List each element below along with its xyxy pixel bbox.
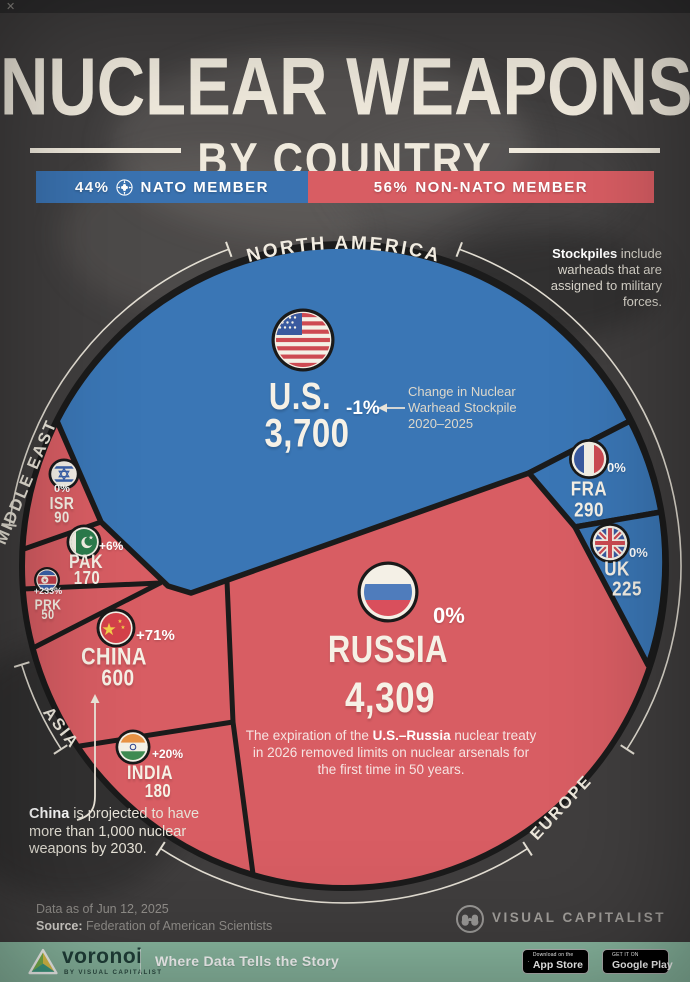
- subtitle-rule-right: [508, 147, 661, 153]
- svg-text:★: ★: [121, 625, 126, 631]
- nato-share-pct: 44%: [74, 178, 110, 196]
- uk-change-pct: 0%: [629, 545, 648, 560]
- uk-flag-icon: [590, 523, 630, 563]
- app-store-badge[interactable]: Download on the App Store: [522, 949, 589, 974]
- india-flag-icon: [115, 729, 151, 765]
- chart-circle-outline: [19, 241, 669, 891]
- france-stockpile-value: 290: [574, 498, 604, 522]
- legend-nato-member: 44% NATO MEMBER: [36, 171, 308, 203]
- us-label: U.S.: [268, 375, 332, 418]
- subtitle-rule-left: [30, 147, 182, 153]
- france-flag-icon: [569, 439, 609, 479]
- app-store-name: App Store: [532, 958, 583, 971]
- france-change-pct: 0%: [607, 460, 626, 475]
- china-stockpile-value: 600: [101, 666, 135, 692]
- us-flag-icon: [271, 308, 335, 372]
- apple-icon: [528, 961, 529, 962]
- russia-label: RUSSIA: [327, 628, 449, 671]
- voronoi-logo-icon: [28, 948, 58, 975]
- treaty-note-bold: U.S.–Russia: [372, 728, 451, 743]
- israel-stockpile-value: 90: [54, 508, 70, 527]
- us-change-pct: -1%: [346, 398, 380, 419]
- non-nato-share-pct: 56%: [373, 178, 409, 196]
- north-korea-label: PRK: [34, 596, 62, 614]
- source-line: Source: Federation of American Scientist…: [36, 919, 273, 933]
- google-play-pre: GET IT ON: [612, 952, 639, 958]
- uk-label: UK: [604, 557, 630, 581]
- data-as-of: Data as of Jun 12, 2025: [36, 902, 169, 916]
- region-boundaries: [22, 519, 256, 877]
- stockpiles-note: Stockpiles include warheads that are ass…: [550, 246, 662, 309]
- china-projection-bold: China: [29, 806, 70, 822]
- france-label: FRA: [570, 477, 608, 501]
- china-note-arrow-icon: [76, 694, 100, 821]
- israel-flag-icon: [48, 458, 80, 490]
- us-stockpile-value: 3,700: [264, 410, 350, 456]
- bottom-brand-bar: voronoi BY VISUAL CAPITALIST Where Data …: [0, 942, 690, 982]
- change-definition-note: Change in Nuclear Warhead Stockpile 2020…: [408, 384, 517, 431]
- non-nato-label: NON-NATO MEMBER: [415, 178, 589, 196]
- google-play-badge[interactable]: GET IT ON Google Play: [602, 949, 673, 974]
- north-korea-flag-icon: ★: [34, 567, 60, 593]
- google-play-name: Google Play: [612, 958, 673, 971]
- nato-label: NATO MEMBER: [140, 178, 269, 196]
- india-stockpile-value: 180: [144, 781, 172, 802]
- svg-text:★: ★: [42, 578, 47, 584]
- bar-divider: [140, 949, 141, 975]
- svg-text:★: ★: [101, 620, 116, 640]
- china-change-pct: +71%: [136, 627, 175, 644]
- change-note-arrow-icon: [378, 403, 405, 413]
- app-store-pre: Download on the: [532, 952, 574, 958]
- pakistan-change-pct: +6%: [99, 539, 124, 553]
- svg-text:★: ★: [118, 619, 123, 625]
- visual-capitalist-logo-icon: [456, 905, 484, 933]
- india-label: INDIA: [126, 763, 174, 784]
- china-projection-note: China is projected to have more than 1,0…: [29, 806, 200, 857]
- corner-cross-mark: ✕: [6, 1, 16, 13]
- china-label: CHINA: [81, 644, 147, 671]
- north-korea-stockpile-value: 50: [41, 608, 55, 623]
- israel-label: ISR: [49, 493, 75, 513]
- pakistan-stockpile-value: 170: [73, 568, 101, 589]
- israel-change-pct: 0%: [54, 483, 70, 495]
- treaty-note: The expiration of the U.S.–Russia nuclea…: [245, 728, 537, 777]
- uk-stockpile-value: 225: [612, 577, 642, 601]
- outer-arc-ring: [1, 241, 682, 904]
- india-change-pct: +20%: [152, 747, 184, 761]
- legend-bar: 44% NATO MEMBER 56% NON-NATO MEMBER: [36, 171, 654, 203]
- voronoi-tagline: Where Data Tells the Story: [155, 953, 340, 969]
- page-title: NUCLEAR WEAPONS: [0, 41, 690, 133]
- legend-non-nato-member: 56% NON-NATO MEMBER: [307, 171, 654, 203]
- russia-change-pct: 0%: [433, 603, 465, 628]
- top-strip: [0, 0, 690, 13]
- pakistan-flag-icon: ★: [66, 524, 102, 560]
- nato-compass-icon: [116, 178, 134, 196]
- russia-flag-icon: [357, 561, 419, 623]
- china-flag-icon: ★ ★ ★: [96, 608, 136, 648]
- north-korea-change-pct: +233%: [33, 586, 63, 596]
- voronoi-wordmark: voronoi: [62, 945, 143, 968]
- svg-text:★: ★: [88, 535, 93, 542]
- pakistan-label: PAK: [68, 552, 104, 573]
- russia-stockpile-value: 4,309: [344, 674, 436, 722]
- visual-capitalist-wordmark: VISUAL CAPITALIST: [492, 910, 667, 925]
- voronoi-byline: BY VISUAL CAPITALIST: [64, 969, 163, 976]
- stockpiles-note-bold: Stockpiles: [552, 246, 618, 261]
